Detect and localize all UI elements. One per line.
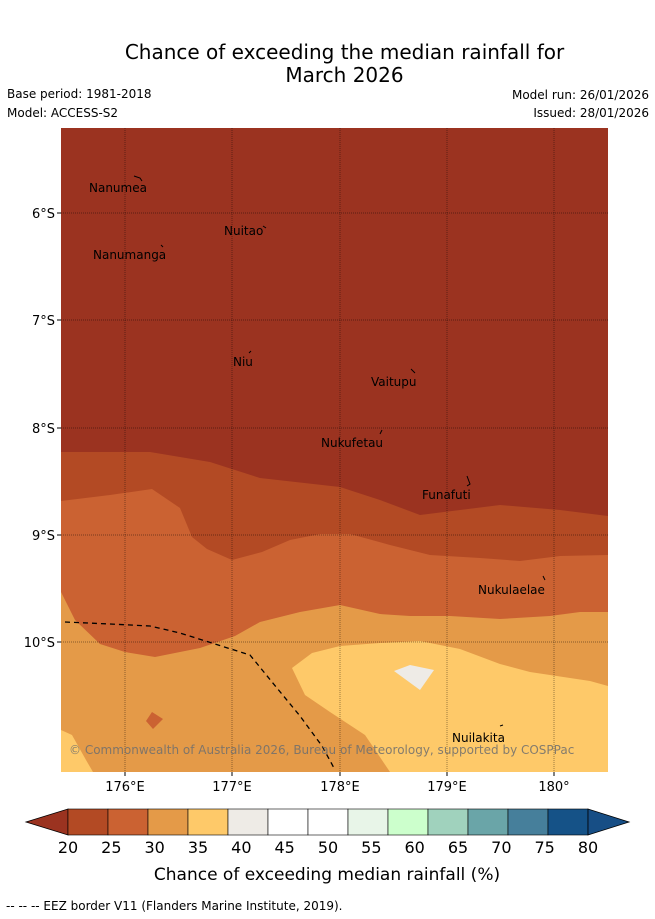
place-nukufetau: Nukufetau <box>321 436 383 450</box>
colorbar-tick-label: 45 <box>274 838 294 857</box>
lat-ticks <box>57 212 61 643</box>
place-nanumea: Nanumea <box>89 181 147 195</box>
colorbar-swatch <box>147 808 189 836</box>
colorbar-swatch <box>267 808 309 836</box>
colorbar-swatch <box>307 808 349 836</box>
colorbar-swatch <box>227 808 269 836</box>
island-nuitao <box>262 225 267 229</box>
colorbar-swatch <box>387 808 429 836</box>
base-period: Base period: 1981-2018 <box>7 87 152 101</box>
colorbar-tick-label: 55 <box>361 838 381 857</box>
place-funafuti: Funafuti <box>422 488 471 502</box>
place-vaitupu: Vaitupu <box>371 375 417 389</box>
colorbar-swatch <box>547 808 589 836</box>
colorbar-tick-label: 20 <box>58 838 78 857</box>
island-funafuti <box>466 475 471 487</box>
place-nanumanga: Nanumanga <box>93 248 166 262</box>
colorbar-extend-high <box>587 808 631 836</box>
eez-footnote: -- -- -- EEZ border V11 (Flanders Marine… <box>6 899 343 913</box>
chart-title-line2: March 2026 <box>285 63 404 87</box>
zone-30-35-blob <box>146 712 163 729</box>
island-nanumea <box>133 175 143 182</box>
copyright-notice: © Commonwealth of Australia 2026, Bureau… <box>69 743 574 757</box>
island-marks <box>133 175 546 727</box>
lat-label-6s: 6°S <box>32 207 55 222</box>
model-run: Model run: 26/01/2026 <box>511 88 649 102</box>
colorbar-tick-label: 30 <box>144 838 164 857</box>
colorbar-tick-label: 25 <box>101 838 121 857</box>
lat-label-8s: 8°S <box>32 422 55 437</box>
lat-label-9s: 9°S <box>32 529 55 544</box>
colorbar-tick-label: 35 <box>188 838 208 857</box>
lon-label-179e: 179°E <box>427 780 467 795</box>
colorbar-swatch <box>467 808 509 836</box>
place-nuilakita: Nuilakita <box>452 731 505 745</box>
colorbar-swatch <box>427 808 469 836</box>
colorbar-label: Chance of exceeding median rainfall (%) <box>154 865 500 885</box>
lat-label-10s: 10°S <box>24 636 55 651</box>
island-niu <box>248 350 252 354</box>
colorbar: 20 25 30 35 40 45 50 55 60 65 70 75 80 <box>24 808 631 857</box>
lon-ticks <box>124 772 555 776</box>
eez-border <box>64 621 335 769</box>
colorbar-extend-low <box>24 808 69 836</box>
colorbar-swatch <box>187 808 229 836</box>
zone-45-50 <box>394 665 434 690</box>
island-nukulaelae <box>542 575 546 581</box>
place-niu: Niu <box>233 355 253 369</box>
lon-label-176e: 176°E <box>105 780 145 795</box>
colorbar-tick-label: 70 <box>491 838 511 857</box>
colorbar-tick-label: 50 <box>318 838 338 857</box>
colorbar-tick-label: 75 <box>534 838 554 857</box>
lon-label-177e: 177°E <box>212 780 252 795</box>
lon-label-180: 180° <box>538 780 569 795</box>
island-nuilakita <box>499 724 504 727</box>
colorbar-swatch <box>507 808 549 836</box>
colorbar-swatch <box>347 808 389 836</box>
colorbar-swatch <box>107 808 149 836</box>
colorbar-tick-label: 65 <box>448 838 468 857</box>
colorbar-tick-label: 40 <box>231 838 251 857</box>
island-nanumanga <box>160 244 164 248</box>
zone-40-45 <box>292 641 608 772</box>
lon-label-178e: 178°E <box>320 780 360 795</box>
chart-title-line1: Chance of exceeding the median rainfall … <box>124 40 565 64</box>
island-nukufetau <box>379 429 383 435</box>
place-nukulaelae: Nukulaelae <box>478 583 545 597</box>
graticule <box>61 128 608 772</box>
issued-date: Issued: 28/01/2026 <box>533 106 649 120</box>
colorbar-tick-label: 60 <box>404 838 424 857</box>
model-name: Model: ACCESS-S2 <box>7 106 119 120</box>
place-nuitao: Nuitao <box>224 224 263 238</box>
zone-40-45-west <box>61 730 93 772</box>
colorbar-swatch <box>67 808 109 836</box>
colorbar-tick-label: 80 <box>578 838 598 857</box>
lat-label-7s: 7°S <box>32 314 55 329</box>
island-vaitupu <box>410 368 416 374</box>
